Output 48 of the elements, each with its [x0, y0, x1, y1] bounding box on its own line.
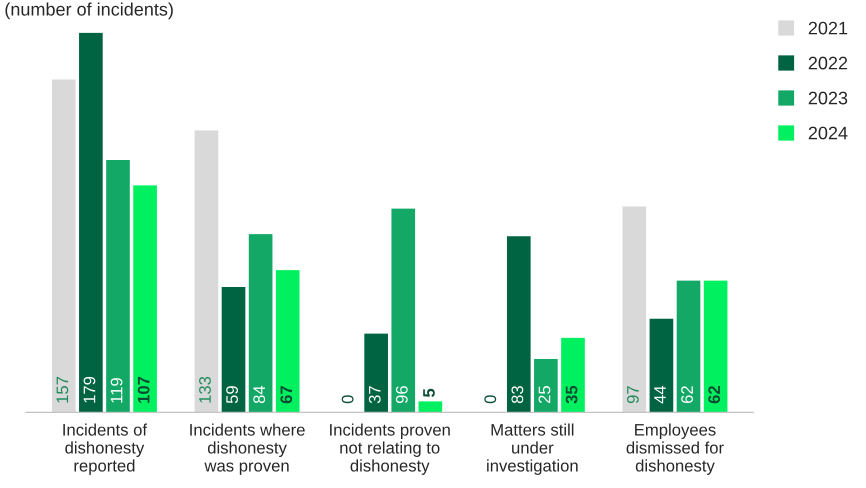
data-label: 119 [110, 378, 122, 403]
bar [418, 401, 442, 412]
legend-label: 2022 [808, 56, 848, 70]
data-label: 59 [226, 386, 238, 404]
legend-label: 2024 [808, 126, 848, 140]
bar [194, 130, 218, 412]
bar [106, 160, 130, 412]
bar [222, 287, 246, 412]
x-tick-label: Incidents of dishonesty reported [63, 423, 148, 475]
bar [676, 280, 700, 412]
data-label: 179 [84, 376, 96, 403]
bar [364, 334, 388, 412]
bar [133, 185, 157, 412]
data-label: 0 [342, 395, 354, 404]
bar [506, 236, 531, 412]
legend-label: 2023 [808, 92, 848, 104]
chart-title: (number of incidents) [5, 2, 173, 20]
x-tick-label: Incidents where dishonesty was proven [190, 423, 305, 475]
data-label: 25 [538, 386, 550, 404]
data-label: 96 [396, 386, 408, 404]
bar [276, 270, 300, 412]
data-label: 67 [280, 386, 292, 404]
bar [561, 338, 585, 412]
data-label: 97 [626, 386, 639, 404]
data-label: 83 [511, 386, 524, 404]
bar [79, 32, 103, 412]
data-label: 0 [484, 395, 496, 404]
data-label: 5 [423, 388, 435, 398]
bar [52, 79, 76, 412]
data-label: 62 [708, 386, 720, 404]
data-label: 84 [253, 386, 266, 404]
data-label: 157 [56, 376, 68, 403]
bar [622, 206, 646, 412]
bar [534, 359, 558, 412]
legend-label: 2021 [808, 22, 848, 34]
x-tick-label: Incidents proven not relating to dishonesty [330, 423, 450, 475]
bar [391, 208, 416, 412]
data-label: 107 [138, 376, 150, 403]
data-label: 44 [654, 386, 666, 404]
data-label: 35 [566, 386, 578, 404]
bar [248, 234, 272, 412]
x-tick-label: Matters still under investigation [487, 423, 578, 475]
data-label: 37 [368, 386, 381, 404]
bar [704, 280, 728, 412]
x-tick-label: Employees dismissed for dishonesty [626, 423, 724, 475]
data-label: 133 [199, 376, 211, 403]
data-label: 62 [681, 386, 693, 404]
bar [650, 318, 674, 412]
